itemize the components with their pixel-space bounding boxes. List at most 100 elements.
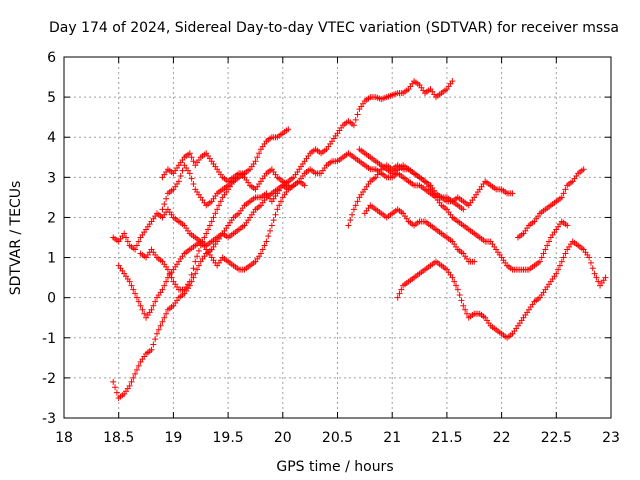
data-point — [562, 186, 569, 193]
data-point — [192, 270, 199, 277]
series-track-f — [159, 162, 248, 213]
y-tick-label: -2 — [42, 371, 56, 387]
data-point — [161, 282, 168, 289]
data-point — [203, 230, 210, 237]
data-point — [301, 182, 308, 189]
data-point — [564, 222, 571, 229]
axis-ticks: 18 18.5 19 19.5 20 20.5 21 21.5 22 22.5 23-3-2-101… — [42, 50, 620, 446]
data-point — [449, 274, 456, 281]
data-point — [201, 234, 208, 241]
data-point — [195, 247, 202, 254]
data-point — [349, 211, 356, 218]
series-track-e — [159, 150, 292, 193]
data-point — [274, 206, 281, 213]
x-tick-label: 18 — [55, 430, 73, 446]
data-point — [562, 250, 569, 257]
data-point — [139, 306, 146, 313]
data-point — [197, 242, 204, 249]
data-point — [347, 217, 354, 224]
x-tick-label: 23 — [602, 430, 620, 446]
x-tick-label: 22 — [493, 430, 511, 446]
data-point — [460, 302, 467, 309]
y-tick-label: -1 — [42, 331, 56, 347]
data-point — [449, 78, 456, 85]
data-point — [190, 181, 197, 188]
series-track-i — [356, 146, 467, 213]
data-point — [394, 294, 401, 301]
data-point — [212, 210, 219, 217]
data-point — [285, 126, 292, 133]
x-tick-label: 19.5 — [213, 430, 244, 446]
data-point — [163, 195, 170, 202]
data-point — [241, 170, 248, 177]
data-point — [150, 341, 157, 348]
y-tick-label: 3 — [47, 170, 56, 186]
data-point — [463, 310, 470, 317]
data-point — [558, 194, 565, 201]
data-point — [130, 374, 137, 381]
data-point — [168, 274, 175, 281]
data-point — [199, 238, 206, 245]
data-point — [593, 274, 600, 281]
data-point — [458, 297, 465, 304]
data-point — [546, 238, 553, 245]
data-point — [132, 290, 139, 297]
data-point — [285, 182, 292, 189]
data-point — [354, 111, 361, 118]
data-point — [186, 170, 193, 177]
data-point — [179, 167, 186, 174]
data-point — [192, 258, 199, 265]
data-point — [112, 384, 119, 391]
data-point — [352, 116, 359, 123]
data-point — [542, 246, 549, 253]
data-point — [252, 158, 259, 165]
data-point — [113, 389, 120, 396]
data-point — [194, 253, 201, 260]
data-point — [141, 310, 148, 317]
data-point — [153, 330, 160, 337]
data-point — [155, 326, 162, 333]
y-tick-label: 4 — [47, 130, 56, 146]
data-point — [186, 150, 193, 157]
data-marks — [110, 78, 609, 401]
data-point — [135, 238, 142, 245]
data-point — [451, 278, 458, 285]
data-point — [555, 266, 562, 273]
y-tick-label: 1 — [47, 251, 56, 267]
data-point — [126, 278, 133, 285]
data-point — [190, 158, 197, 165]
data-point — [456, 291, 463, 298]
data-point — [215, 202, 222, 209]
x-axis-label: GPS time / hours — [276, 459, 393, 475]
y-tick-label: 5 — [47, 90, 56, 106]
data-point — [190, 265, 197, 272]
data-point — [454, 286, 461, 293]
data-point — [110, 378, 117, 385]
data-point — [175, 178, 182, 185]
data-point — [352, 202, 359, 209]
data-point — [553, 270, 560, 277]
data-point — [159, 286, 166, 293]
data-point — [263, 238, 270, 245]
data-point — [161, 201, 168, 208]
x-tick-label: 18.5 — [103, 430, 134, 446]
data-point — [536, 258, 543, 265]
data-point — [259, 246, 266, 253]
data-point — [509, 190, 516, 197]
data-point — [276, 202, 283, 209]
data-point — [580, 166, 587, 173]
y-axis-label: SDTVAR / TECUs — [8, 181, 24, 296]
data-point — [396, 290, 403, 297]
data-point — [137, 302, 144, 309]
data-point — [121, 230, 128, 237]
data-point — [188, 154, 195, 161]
data-point — [126, 382, 133, 389]
data-point — [124, 238, 131, 245]
data-point — [208, 218, 215, 225]
data-point — [152, 298, 159, 305]
x-tick-label: 22.5 — [541, 430, 572, 446]
data-point — [152, 336, 159, 343]
data-point — [186, 278, 193, 285]
data-point — [128, 282, 135, 289]
data-point — [272, 211, 279, 218]
